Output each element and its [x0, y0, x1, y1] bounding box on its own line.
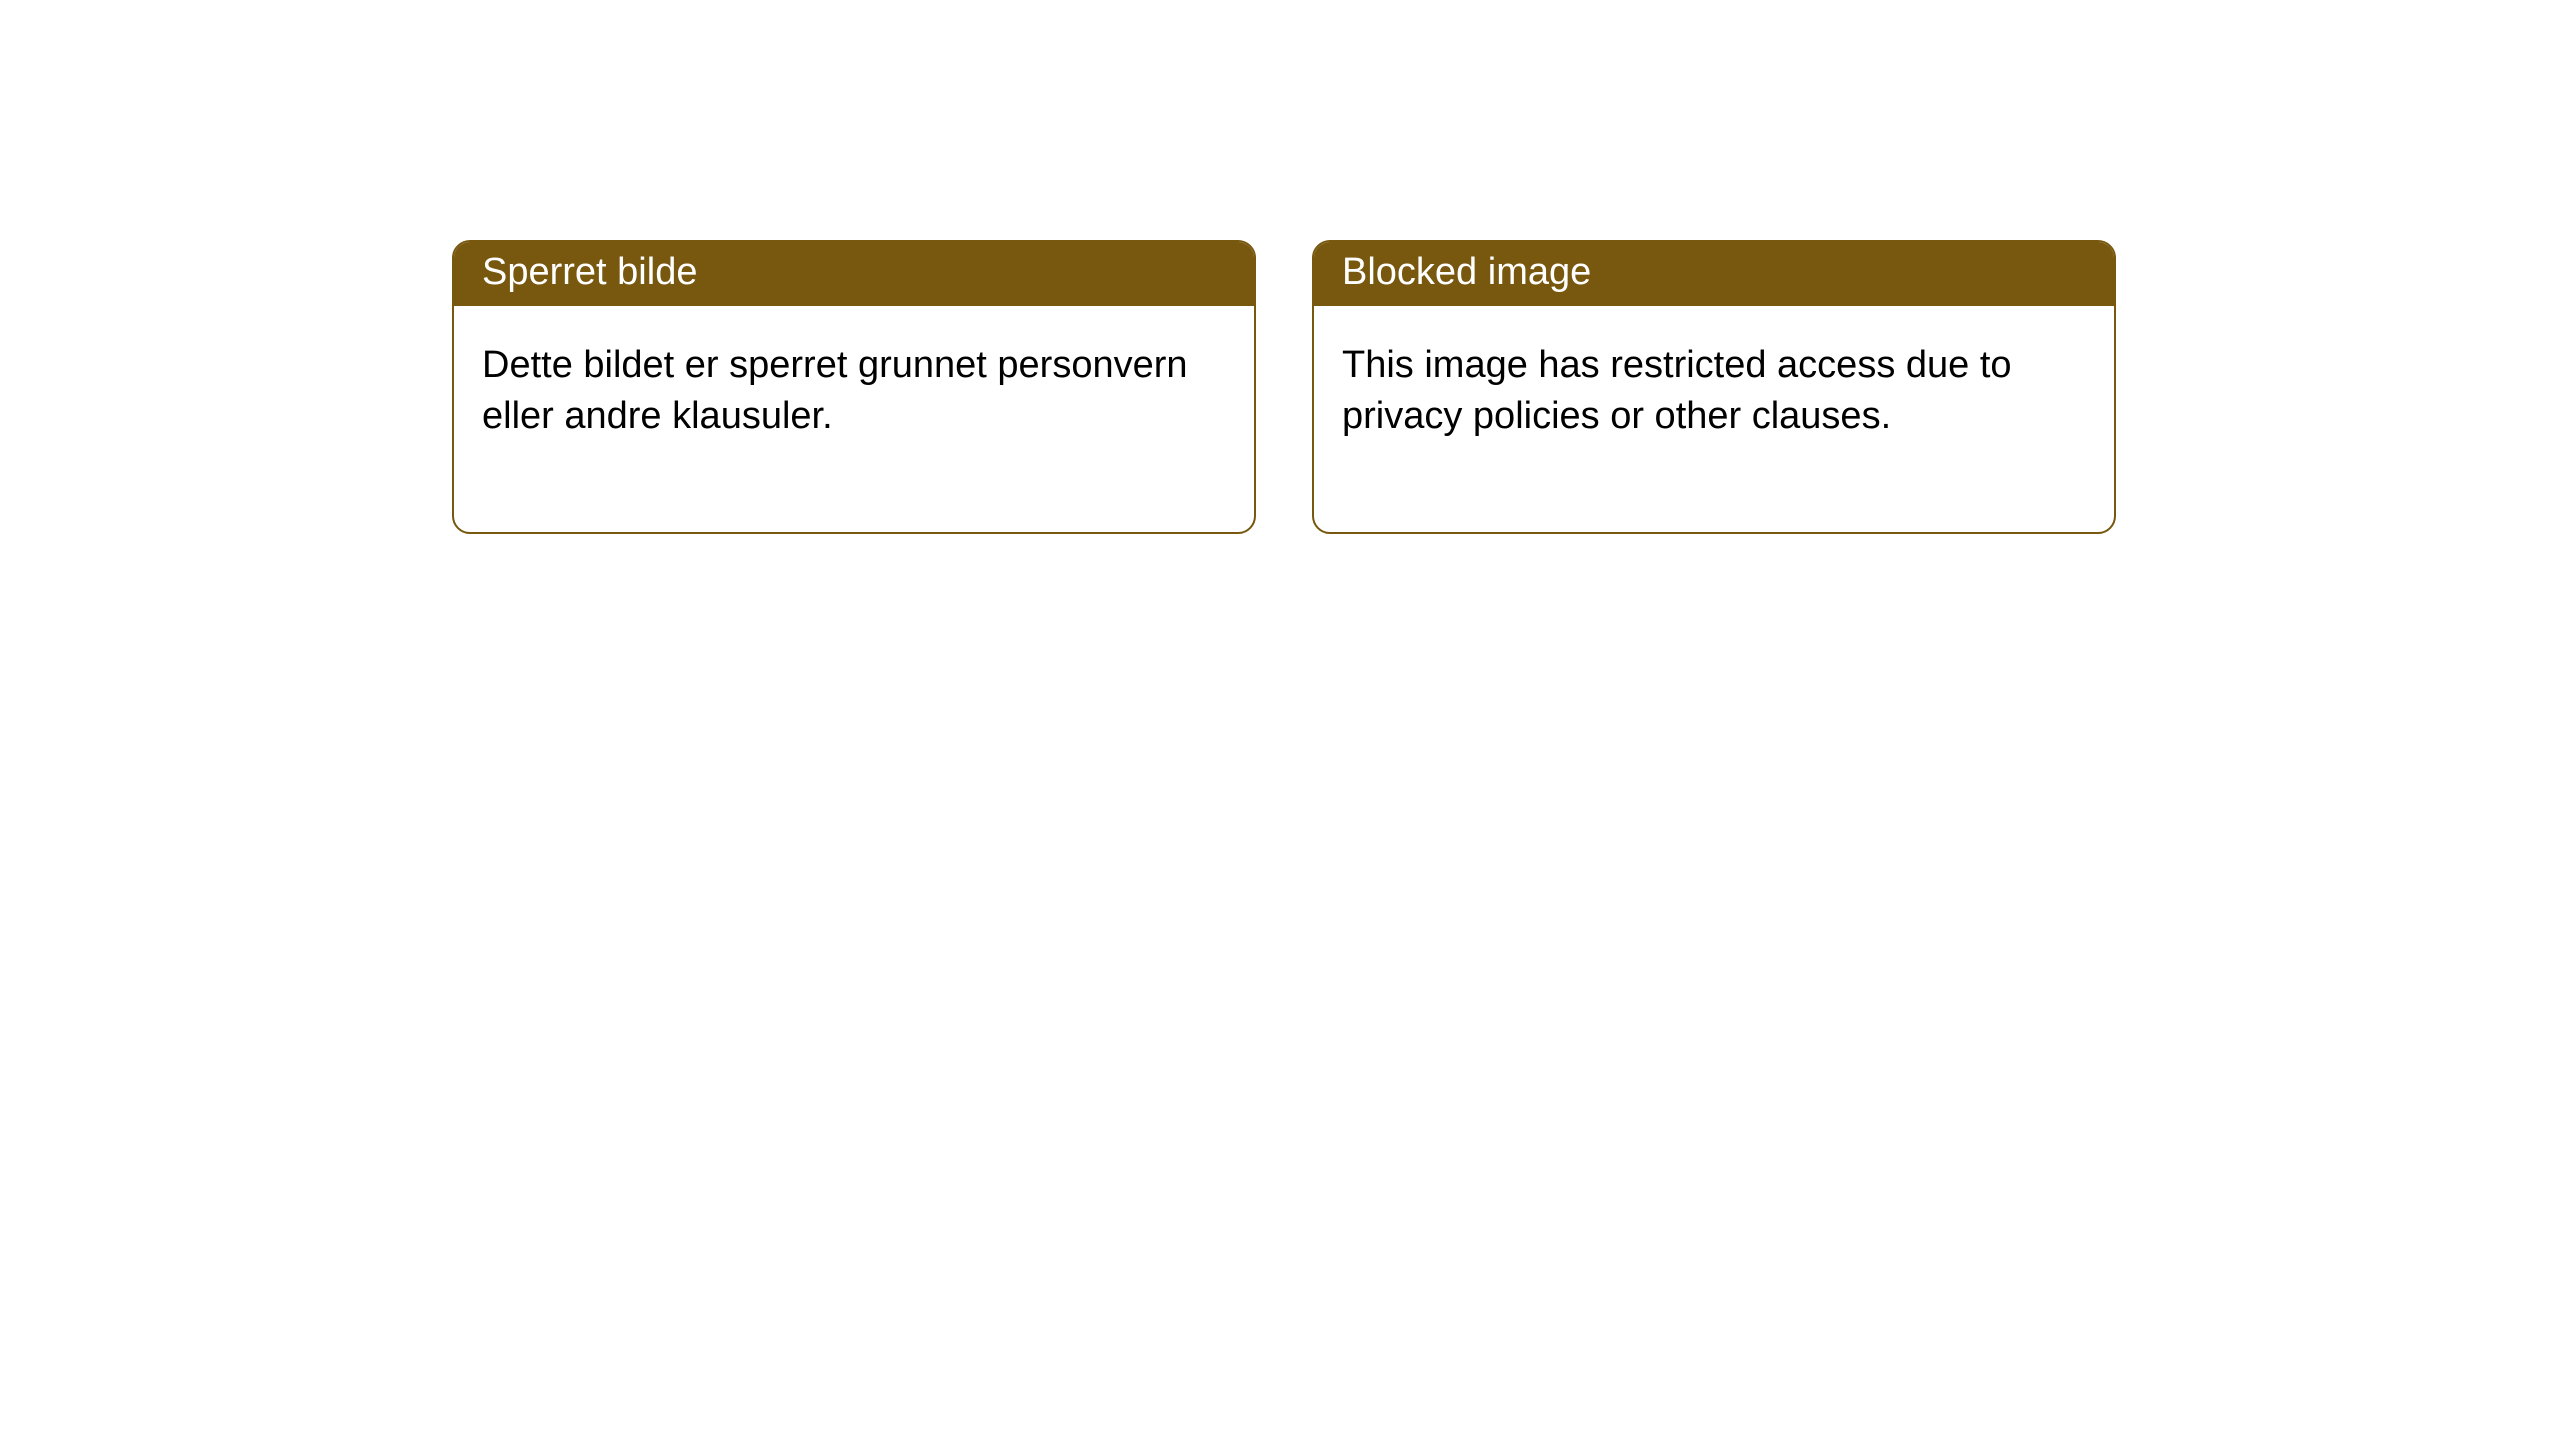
notice-body: This image has restricted access due to …: [1314, 306, 2114, 533]
notice-card-norwegian: Sperret bilde Dette bildet er sperret gr…: [452, 240, 1256, 534]
notice-header: Sperret bilde: [454, 242, 1254, 306]
notice-card-english: Blocked image This image has restricted …: [1312, 240, 2116, 534]
notice-container: Sperret bilde Dette bildet er sperret gr…: [0, 0, 2560, 534]
notice-header: Blocked image: [1314, 242, 2114, 306]
notice-body: Dette bildet er sperret grunnet personve…: [454, 306, 1254, 533]
